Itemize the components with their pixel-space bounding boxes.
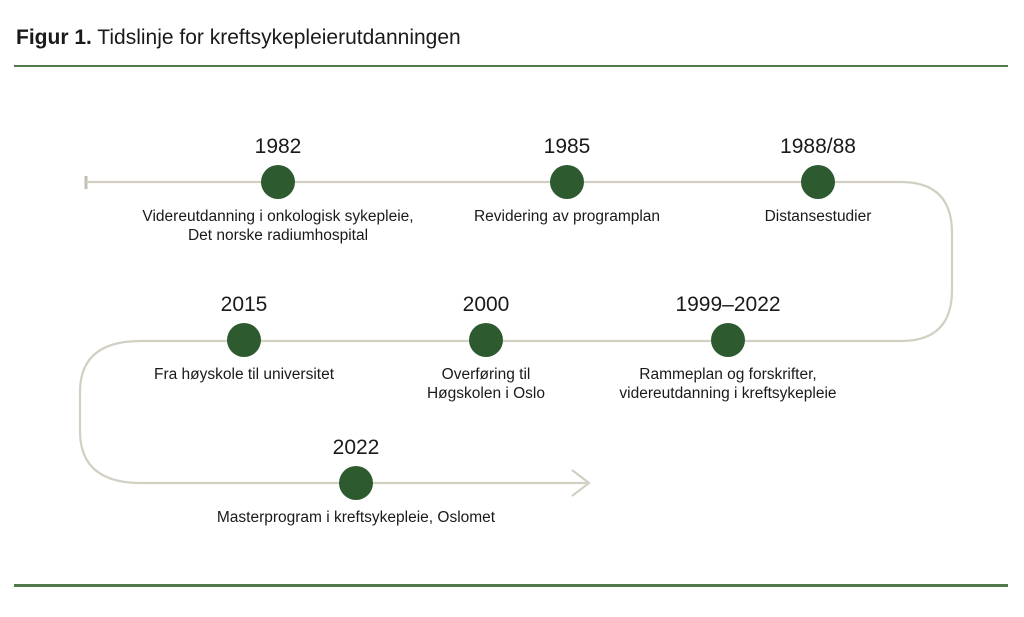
event-label: Overføring til Høgskolen i Oslo <box>426 366 545 402</box>
figure-caption: Tidslinje for kreftsykepleierutdanningen <box>91 26 461 49</box>
event-year: 1982 <box>254 135 302 158</box>
figure-number: Figur 1. <box>16 26 92 49</box>
event-dot <box>711 323 745 357</box>
event-year: 2022 <box>332 436 380 459</box>
event-year: 1985 <box>543 135 591 158</box>
event-label: Videreutdanning i onkologisk sykepleie, … <box>142 208 414 244</box>
event-label: Fra høyskole til universitet <box>153 366 335 383</box>
event-label: Revidering av programplan <box>473 208 661 225</box>
event-year: 2015 <box>220 293 268 316</box>
event-label: Rammeplan og forskrifter, videreutdannin… <box>619 366 837 402</box>
event-label: Masterprogram i kreftsykepleie, Oslomet <box>216 509 496 526</box>
event-label: Distansestudier <box>764 208 872 225</box>
event-year: 1999–2022 <box>675 293 781 316</box>
event-dot <box>339 466 373 500</box>
event-dot <box>261 165 295 199</box>
event-dot <box>469 323 503 357</box>
event-year: 2000 <box>462 293 510 316</box>
event-dot <box>227 323 261 357</box>
bottom-divider <box>14 584 1008 587</box>
event-dot <box>801 165 835 199</box>
timeline-path <box>78 180 954 485</box>
event-year: 1988/88 <box>780 135 856 158</box>
timeline-arrowhead-icon <box>571 469 591 497</box>
top-divider <box>14 65 1008 67</box>
figure-title: Figur 1. Tidslinje for kreftsykepleierut… <box>16 24 461 52</box>
event-dot <box>550 165 584 199</box>
